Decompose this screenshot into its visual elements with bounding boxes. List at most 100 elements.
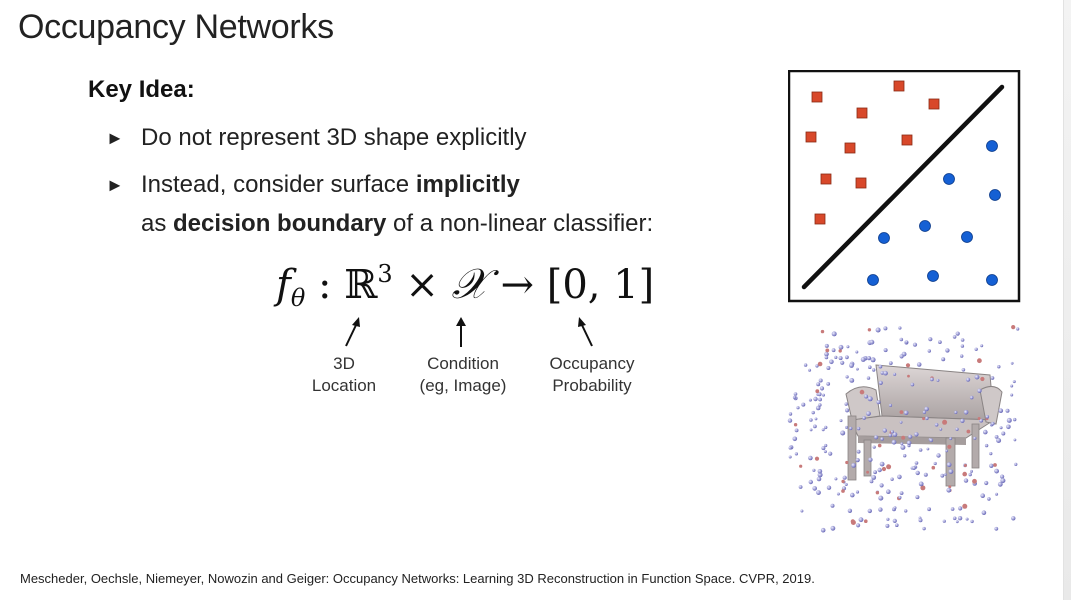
sample-point — [866, 411, 871, 416]
sample-point — [822, 393, 825, 397]
blue-circle-marker — [943, 173, 955, 185]
sample-point — [788, 446, 792, 450]
sample-point — [788, 412, 793, 416]
sample-point — [920, 485, 926, 491]
sample-point — [962, 503, 968, 509]
sample-point — [973, 436, 977, 440]
sample-point — [998, 408, 1004, 413]
sample-point — [873, 470, 877, 475]
sample-point — [922, 417, 926, 421]
sample-point — [963, 410, 969, 415]
sample-point — [850, 520, 856, 525]
sample-point — [824, 351, 829, 357]
sample-point — [965, 517, 969, 521]
sample-point — [888, 403, 893, 407]
sample-point — [849, 426, 853, 431]
red-square-marker — [901, 134, 913, 146]
sample-point — [997, 365, 1001, 369]
sample-point — [927, 349, 931, 353]
sample-point — [1000, 474, 1005, 479]
sample-point — [812, 486, 817, 491]
sample-point — [934, 423, 939, 427]
sample-point — [815, 389, 820, 394]
sample-point — [845, 425, 848, 429]
sample-point — [792, 395, 797, 399]
sample-point — [886, 489, 891, 494]
sample-point — [870, 357, 876, 363]
formula-reals: ℝ — [344, 262, 378, 308]
sample-point — [824, 343, 829, 348]
sample-point — [856, 449, 861, 454]
sample-point — [931, 465, 936, 470]
formula-theta: θ — [290, 284, 306, 312]
sample-point — [867, 328, 872, 332]
sample-point — [874, 435, 879, 440]
sample-point — [826, 366, 831, 370]
sample-point — [981, 510, 987, 515]
sample-point — [821, 428, 825, 432]
bullet-continuation: as decision boundary of a non-linear cla… — [141, 210, 653, 238]
sample-point — [984, 480, 989, 486]
sample-point — [915, 495, 920, 500]
sample-point — [963, 478, 969, 483]
blue-circle-marker — [986, 274, 998, 286]
sample-point — [888, 433, 893, 438]
sample-point — [838, 349, 842, 353]
sample-point — [818, 403, 822, 407]
sample-point — [949, 437, 953, 441]
sample-point — [974, 347, 978, 351]
sample-point — [858, 517, 864, 523]
sample-point — [859, 389, 865, 395]
sample-point — [826, 485, 832, 490]
sample-point — [838, 356, 843, 361]
sample-point — [817, 392, 822, 397]
sample-point — [869, 479, 874, 484]
sample-point — [911, 466, 916, 470]
sample-point — [910, 382, 915, 387]
blue-circle-marker — [961, 231, 973, 243]
sample-point — [907, 374, 910, 378]
slide-title: Occupancy Networks — [18, 8, 334, 46]
sample-point — [788, 455, 792, 459]
sample-point — [952, 335, 957, 339]
sample-point — [908, 434, 913, 439]
scrollbar[interactable] — [1063, 0, 1071, 600]
sample-point — [899, 354, 904, 359]
sample-point — [979, 418, 984, 423]
sample-point — [948, 485, 952, 489]
formula-times: × — [392, 262, 452, 308]
sample-point — [866, 356, 872, 361]
sample-point — [1010, 393, 1014, 397]
sample-point — [905, 340, 909, 344]
sample-point — [960, 338, 965, 342]
sample-point — [960, 354, 964, 358]
red-square-marker — [811, 91, 823, 103]
bullet-text-plain: Instead, consider surface — [141, 171, 416, 198]
sample-point — [1005, 408, 1010, 413]
sample-point — [815, 364, 819, 368]
sample-point — [955, 331, 960, 336]
sample-point — [824, 425, 828, 430]
sample-point — [816, 490, 821, 495]
sample-point — [922, 410, 927, 414]
decision-boundary-line — [801, 84, 1005, 290]
sample-point — [1010, 384, 1014, 388]
sample-point — [958, 506, 963, 511]
sample-point — [814, 456, 820, 461]
sample-point — [906, 440, 912, 446]
sample-point — [877, 467, 882, 473]
sample-point — [946, 462, 952, 468]
sample-point — [1000, 478, 1006, 484]
red-square-marker — [820, 173, 832, 185]
sample-point — [897, 474, 902, 480]
sample-point — [818, 397, 822, 402]
sample-point — [878, 507, 883, 512]
sample-point — [954, 410, 958, 414]
sample-point — [880, 437, 884, 441]
sample-point — [989, 463, 994, 468]
sample-point — [847, 508, 853, 513]
bullet-arrow-icon: ► — [106, 128, 124, 148]
sample-point — [936, 378, 940, 382]
sample-point — [855, 458, 860, 463]
blue-circle-marker — [986, 140, 998, 152]
